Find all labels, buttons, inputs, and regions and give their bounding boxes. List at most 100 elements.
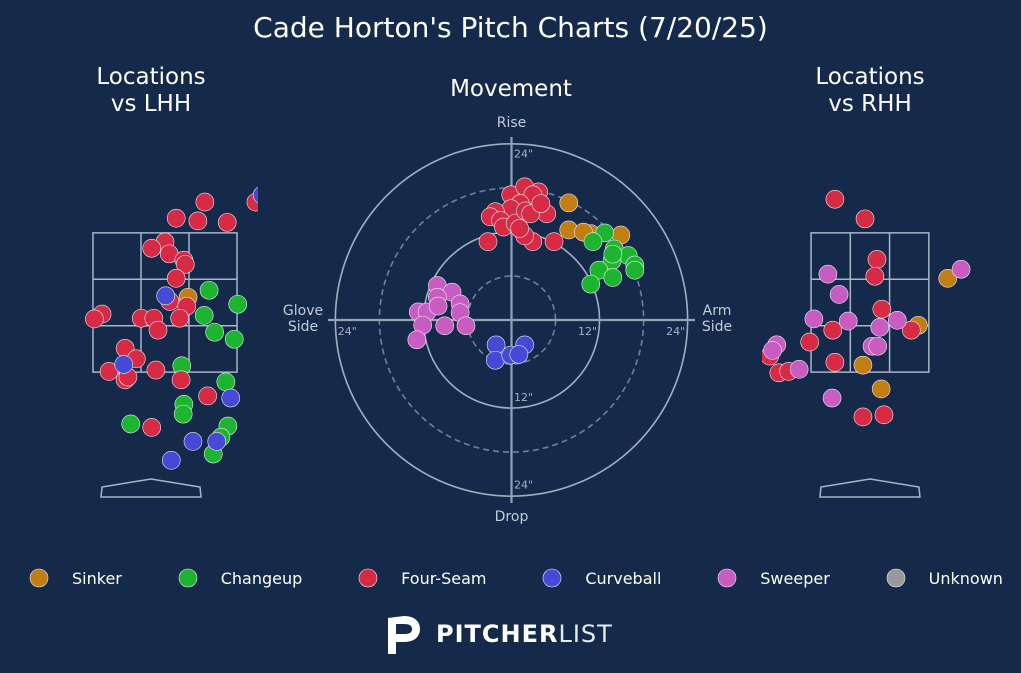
- pitch-point: [156, 286, 175, 306]
- chart-title: Locations vs LHH: [96, 64, 206, 117]
- y-tick-label: 24": [514, 147, 533, 160]
- pitch-point: [951, 259, 971, 279]
- pitch-point: [166, 208, 186, 228]
- axis-label: Rise: [496, 115, 527, 131]
- pitch-point: [85, 309, 104, 329]
- pitch-point: [838, 311, 858, 331]
- pitch-point: [625, 260, 645, 280]
- legend: Sinker Changeup Four-Seam Curveball Sweeper U…: [28, 565, 1003, 591]
- pitch-point: [216, 372, 236, 392]
- pitch-point: [868, 336, 887, 356]
- pitch-point: [428, 296, 448, 316]
- pitch-point: [166, 269, 186, 288]
- pitch-point: [175, 255, 195, 274]
- pitch-point: [199, 280, 219, 300]
- pitch-point: [146, 360, 166, 380]
- pitch-point: [581, 274, 601, 294]
- pitch-point: [217, 213, 237, 232]
- pitch-point: [198, 386, 217, 406]
- pitch-point: [228, 294, 248, 314]
- legend-marker: [717, 568, 737, 588]
- x-tick-label: 24": [666, 325, 685, 338]
- pitch-point: [188, 211, 208, 231]
- legend-marker: [543, 568, 562, 588]
- legend-label: Sinker: [72, 568, 122, 588]
- legend-marker: [29, 568, 49, 588]
- legend-swatch: [29, 568, 49, 588]
- pitch-point: [902, 320, 921, 340]
- pitch-point: [853, 407, 873, 427]
- points: [762, 189, 971, 427]
- pitch-point: [170, 308, 189, 328]
- pitch-point: [603, 268, 623, 287]
- pitch-point: [559, 193, 579, 213]
- pitch-point: [603, 244, 623, 264]
- home-plate: [100, 478, 202, 498]
- logo-text-bold: PITCHER: [436, 620, 559, 648]
- legend-item: Unknown: [885, 567, 1003, 589]
- logo-icon: [388, 616, 420, 654]
- pitch-point: [114, 355, 134, 374]
- pitch-point: [865, 266, 885, 286]
- pitch-point: [509, 345, 529, 364]
- pitch-point: [205, 322, 224, 342]
- pitch-point: [789, 360, 809, 379]
- pitch-point: [252, 186, 258, 204]
- pitch-point: [804, 309, 824, 329]
- legend-label: Curveball: [585, 568, 662, 588]
- legend-marker: [178, 568, 198, 588]
- pitch-point: [763, 341, 782, 360]
- legend-item: Sweeper: [716, 567, 830, 589]
- logo-mark: [388, 616, 420, 654]
- chart-title: Movement: [450, 76, 572, 102]
- pitch-point: [510, 219, 529, 238]
- legend-item: Four-Seam: [357, 567, 486, 589]
- legend-swatch: [543, 568, 562, 588]
- home-plate: [819, 478, 921, 498]
- pitch-point: [435, 316, 455, 336]
- y-tick-label: 12": [514, 391, 533, 404]
- pitch-point: [171, 370, 191, 390]
- pitch-point: [194, 306, 214, 325]
- y-tick-label: 24": [514, 479, 533, 492]
- legend-item: Sinker: [28, 567, 122, 589]
- x-tick-label: 12": [578, 325, 597, 338]
- pitch-point: [148, 320, 168, 340]
- pitch-point: [142, 418, 162, 437]
- pitch-point: [887, 311, 907, 330]
- legend-label: Unknown: [928, 568, 1003, 588]
- pitch-point: [825, 189, 845, 209]
- pitch-point: [478, 232, 498, 251]
- pitch-point: [195, 192, 215, 212]
- pitch-point: [456, 316, 476, 336]
- points: [85, 186, 258, 470]
- pitch-point: [224, 329, 244, 349]
- logo-text-light: LIST: [558, 620, 613, 648]
- pitch-point: [142, 238, 162, 258]
- pitch-point: [938, 269, 958, 288]
- legend-marker: [358, 568, 378, 588]
- axis-label: Drop: [494, 509, 529, 525]
- legend-label: Sweeper: [760, 568, 830, 588]
- pitch-point: [583, 232, 603, 251]
- pitch-point: [407, 330, 427, 350]
- pitch-point: [874, 405, 894, 425]
- pitch-point: [823, 320, 843, 340]
- pitch-point: [825, 353, 845, 372]
- pitch-point: [871, 379, 891, 399]
- axis-label: Arm Side: [701, 303, 733, 335]
- logo: PITCHER LIST: [384, 612, 613, 656]
- legend-swatch: [178, 568, 198, 588]
- pitch-point: [855, 209, 875, 229]
- points: [407, 177, 645, 370]
- x-tick-label: 24": [338, 325, 357, 338]
- pitch-point: [872, 299, 892, 319]
- pitch-point: [183, 432, 203, 451]
- pitch-point: [800, 332, 819, 352]
- pitch-point: [853, 355, 873, 375]
- pitch-point: [173, 404, 193, 424]
- axis-label: Glove Side: [282, 303, 324, 335]
- pitch-point: [121, 414, 141, 434]
- chart-title: Locations vs RHH: [815, 64, 925, 117]
